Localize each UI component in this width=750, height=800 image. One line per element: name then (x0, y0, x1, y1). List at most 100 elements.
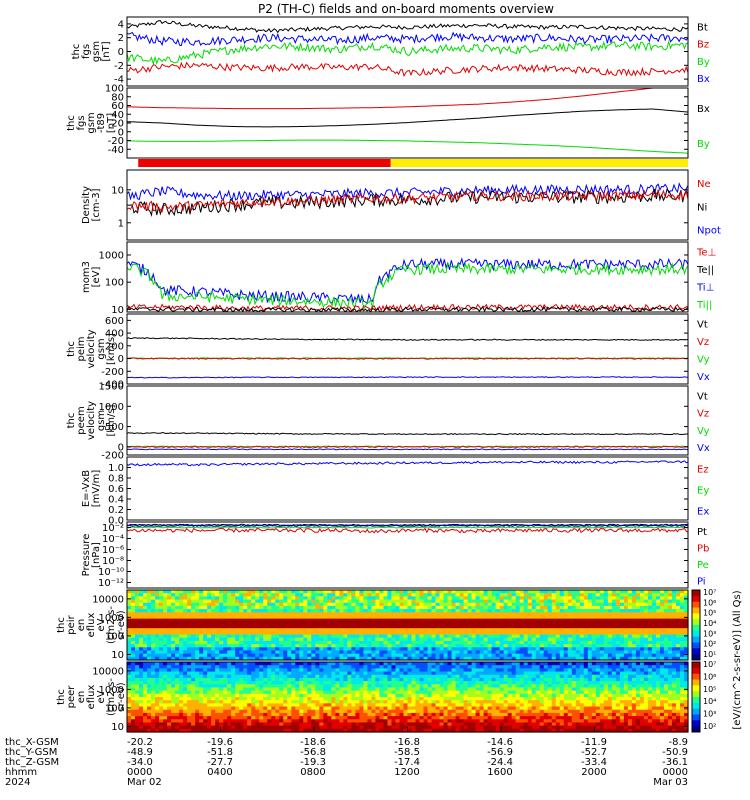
spectrogram-cell (523, 599, 529, 604)
spectrogram-cell (179, 716, 184, 720)
spectrogram-cell (431, 605, 437, 610)
spectrogram-cell (451, 650, 457, 655)
spectrogram-cell (535, 615, 541, 620)
spectrogram-cell (207, 593, 212, 597)
spectrogram-cell (423, 628, 429, 632)
spectrogram-cell (463, 612, 469, 617)
spectrogram-cell (355, 609, 361, 613)
spectrogram-cell (139, 644, 144, 648)
spectrogram-cell (351, 612, 357, 617)
spectrogram-cell (399, 668, 405, 673)
spectrogram-cell (335, 697, 340, 701)
spectrogram-cell (575, 596, 581, 601)
spectrogram-cell (487, 631, 493, 636)
spectrogram-cell (147, 703, 152, 708)
spectrogram-cell (307, 722, 312, 727)
spectrogram-cell (643, 602, 649, 607)
spectrogram-cell (407, 656, 413, 661)
spectrogram-cell (175, 693, 180, 698)
spectrogram-cell (391, 716, 397, 720)
spectrogram-cell (663, 640, 669, 645)
spectrogram-cell (355, 671, 361, 676)
spectrogram-cell (187, 640, 192, 645)
spectrogram-cell (355, 716, 361, 720)
spectrogram-cell (431, 653, 437, 658)
spectrogram-cell (251, 662, 256, 666)
spectrogram-cell (183, 671, 188, 676)
spectrogram-cell (291, 650, 296, 655)
spectrogram-cell (603, 628, 609, 632)
spectrogram-cell (359, 625, 365, 629)
spectrogram-cell (375, 590, 381, 594)
spectrogram-cell (327, 625, 332, 629)
spectrogram-cell (639, 590, 645, 594)
spectrogram-cell (423, 605, 429, 610)
spectrogram-cell (279, 677, 284, 682)
spectrogram-cell (507, 637, 513, 642)
spectrogram-cell (287, 703, 292, 708)
spectrogram-cell (259, 677, 264, 682)
spectrogram-cell (403, 653, 409, 658)
spectrogram-cell (507, 596, 513, 601)
spectrogram-cell (675, 618, 681, 623)
spectrogram-cell (567, 650, 573, 655)
spectrogram-cell (655, 628, 661, 632)
spectrogram-cell (251, 618, 256, 623)
spectrogram-cell (683, 593, 689, 597)
spectrogram-cell (283, 637, 288, 642)
spectrogram-cell (547, 634, 553, 639)
spectrogram-cell (455, 593, 461, 597)
spectrogram-cell (267, 712, 272, 717)
y-axis-label: gsm (91, 41, 102, 62)
spectrogram-cell (423, 690, 429, 695)
spectrogram-cell (323, 628, 328, 632)
spectrogram-cell (567, 602, 573, 607)
spectrogram-cell (623, 640, 629, 645)
spectrogram-cell (283, 677, 288, 682)
spectrogram-cell (223, 593, 228, 597)
spectrogram-cell (175, 684, 180, 689)
spectrogram-cell (419, 631, 425, 636)
spectrogram-cell (215, 681, 220, 685)
spectrogram-cell (179, 628, 184, 632)
spectrogram-cell (207, 615, 212, 620)
spectrogram-cell (295, 605, 300, 610)
spectrogram-cell (363, 706, 369, 711)
spectrogram-cell (147, 719, 152, 724)
spectrogram-cell (327, 719, 332, 724)
spectrogram-cell (543, 637, 549, 642)
spectrogram-cell (359, 693, 365, 698)
spectrogram-cell (303, 609, 308, 613)
spectrogram-cell (595, 621, 601, 626)
spectrogram-cell (419, 662, 425, 666)
spectrogram-cell (171, 631, 176, 636)
spectrogram-cell (403, 593, 409, 597)
spectrogram-cell (199, 612, 204, 617)
spectrogram-cell (303, 706, 308, 711)
spectrogram-cell (143, 599, 148, 604)
spectrogram-cell (307, 628, 312, 632)
spectrogram-cell (355, 650, 361, 655)
spectrogram-cell (187, 615, 192, 620)
spectrogram-cell (647, 612, 653, 617)
spectrogram-cell (207, 618, 212, 623)
spectrogram-cell (579, 621, 585, 626)
spectrogram-cell (539, 615, 545, 620)
spectrogram-cell (551, 650, 557, 655)
spectrogram-cell (551, 618, 557, 623)
spectrogram-cell (159, 644, 164, 648)
spectrogram-cell (259, 615, 264, 620)
spectrogram-cell (375, 593, 381, 597)
spectrogram-cell (459, 593, 465, 597)
spectrogram-cell (371, 618, 377, 623)
spectrogram-cell (491, 656, 497, 661)
spectrogram-cell (183, 599, 188, 604)
spectrogram-cell (327, 609, 332, 613)
spectrogram-cell (495, 653, 501, 658)
spectrogram-cell (263, 590, 268, 594)
spectrogram-cell (423, 693, 429, 698)
spectrogram-cell (239, 681, 244, 685)
spectrogram-cell (427, 590, 433, 594)
